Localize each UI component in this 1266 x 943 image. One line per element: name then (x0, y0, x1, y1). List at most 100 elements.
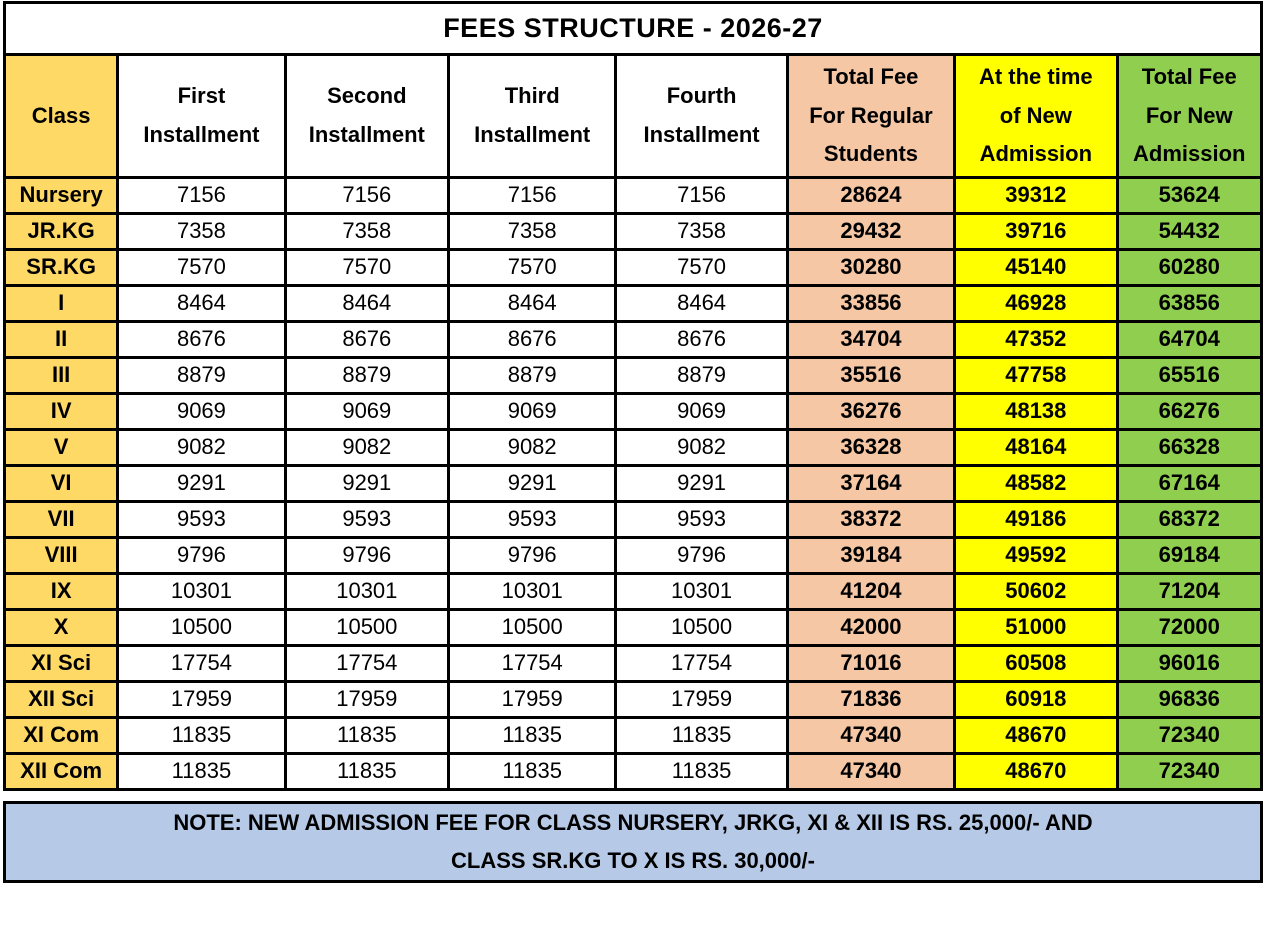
third-installment-cell: 8879 (446, 355, 618, 395)
new-admission-total-cell: 68372 (1115, 499, 1263, 539)
first-installment-cell: 17754 (116, 643, 287, 683)
admission-fee-cell: 49186 (953, 499, 1119, 539)
admission-fee-cell: 48670 (953, 751, 1119, 791)
first-installment-cell: 17959 (116, 679, 287, 719)
table-row: XII Com 11835 11835 11835 11835 47340 48670 723… (2, 751, 1263, 791)
first-installment-cell: 10301 (116, 571, 287, 611)
regular-total-cell: 33856 (785, 283, 957, 323)
class-cell: SR.KG (2, 247, 120, 287)
fourth-installment-cell: 9593 (614, 499, 789, 539)
admission-fee-cell: 60918 (953, 679, 1119, 719)
table-row: IX 10301 10301 10301 10301 41204 50602 71204 (2, 571, 1263, 611)
fourth-installment-cell: 10500 (614, 607, 789, 647)
regular-total-cell: 36276 (785, 391, 957, 431)
new-admission-total-cell: 60280 (1115, 247, 1263, 287)
admission-fee-cell: 45140 (953, 247, 1119, 287)
regular-total-cell: 39184 (785, 535, 957, 575)
fourth-installment-cell: 17959 (614, 679, 789, 719)
second-installment-cell: 8464 (283, 283, 451, 323)
third-installment-cell: 10500 (446, 607, 618, 647)
class-cell: V (2, 427, 120, 467)
first-installment-cell: 11835 (116, 751, 287, 791)
fourth-installment-cell: 7570 (614, 247, 789, 287)
second-installment-cell: 9796 (283, 535, 451, 575)
class-cell: XI Com (2, 715, 120, 755)
regular-total-cell: 35516 (785, 355, 957, 395)
fees-table-body: Nursery 7156 7156 7156 7156 28624 39312 53624 JR… (2, 175, 1263, 791)
new-admission-total-cell: 53624 (1115, 175, 1263, 215)
regular-total-cell: 30280 (785, 247, 957, 287)
column-header-class: Class (2, 53, 120, 179)
first-installment-cell: 7570 (116, 247, 287, 287)
fourth-installment-cell: 9796 (614, 535, 789, 575)
second-installment-cell: 7358 (283, 211, 451, 251)
fourth-installment-cell: 8676 (614, 319, 789, 359)
third-installment-cell: 9291 (446, 463, 618, 503)
class-cell: I (2, 283, 120, 323)
table-row: III 8879 8879 8879 8879 35516 47758 65516 (2, 355, 1263, 395)
first-installment-cell: 10500 (116, 607, 287, 647)
fees-table: FEES STRUCTURE - 2026-27 Class First Ins… (2, 1, 1263, 791)
second-installment-cell: 8676 (283, 319, 451, 359)
second-installment-cell: 11835 (283, 715, 451, 755)
note-banner: NOTE: NEW ADMISSION FEE FOR CLASS NURSER… (3, 800, 1263, 883)
third-installment-cell: 17754 (446, 643, 618, 683)
column-header-third-installment: Third Installment (446, 53, 618, 179)
third-installment-cell: 10301 (446, 571, 618, 611)
first-installment-cell: 9069 (116, 391, 287, 431)
second-installment-cell: 17959 (283, 679, 451, 719)
admission-fee-cell: 49592 (953, 535, 1119, 575)
title-row: FEES STRUCTURE - 2026-27 (3, 1, 1263, 56)
table-row: XII Sci 17959 17959 17959 17959 71836 60918 968… (2, 679, 1263, 719)
class-cell: III (2, 355, 120, 395)
new-admission-total-cell: 96016 (1115, 643, 1263, 683)
column-header-second-installment: Second Installment (283, 53, 451, 179)
admission-fee-cell: 50602 (953, 571, 1119, 611)
fourth-installment-cell: 11835 (614, 751, 789, 791)
table-row: X 10500 10500 10500 10500 42000 51000 72000 (2, 607, 1263, 647)
table-row: I 8464 8464 8464 8464 33856 46928 63856 (2, 283, 1263, 323)
table-row: V 9082 9082 9082 9082 36328 48164 66328 (2, 427, 1263, 467)
first-installment-cell: 7156 (116, 175, 287, 215)
table-row: JR.KG 7358 7358 7358 7358 29432 39716 54432 (2, 211, 1263, 251)
table-row: XI Sci 17754 17754 17754 17754 71016 60508 9601… (2, 643, 1263, 683)
class-cell: XI Sci (2, 643, 120, 683)
column-header-fourth-installment: Fourth Installment (614, 53, 789, 179)
second-installment-cell: 10500 (283, 607, 451, 647)
regular-total-cell: 37164 (785, 463, 957, 503)
third-installment-cell: 9796 (446, 535, 618, 575)
fourth-installment-cell: 7358 (614, 211, 789, 251)
fourth-installment-cell: 7156 (614, 175, 789, 215)
table-row: VII 9593 9593 9593 9593 38372 49186 68372 (2, 499, 1263, 539)
regular-total-cell: 47340 (785, 751, 957, 791)
second-installment-cell: 9082 (283, 427, 451, 467)
second-installment-cell: 9593 (283, 499, 451, 539)
second-installment-cell: 10301 (283, 571, 451, 611)
new-admission-total-cell: 69184 (1115, 535, 1263, 575)
admission-fee-cell: 46928 (953, 283, 1119, 323)
second-installment-cell: 9069 (283, 391, 451, 431)
admission-fee-cell: 48670 (953, 715, 1119, 755)
new-admission-total-cell: 66276 (1115, 391, 1263, 431)
class-cell: Nursery (2, 175, 120, 215)
second-installment-cell: 9291 (283, 463, 451, 503)
first-installment-cell: 8879 (116, 355, 287, 395)
first-installment-cell: 7358 (116, 211, 287, 251)
column-header-new-admission-total: Total Fee For New Admission (1115, 53, 1263, 179)
admission-fee-cell: 60508 (953, 643, 1119, 683)
column-header-admission-fee: At the time of New Admission (953, 53, 1119, 179)
class-cell: XII Sci (2, 679, 120, 719)
first-installment-cell: 9593 (116, 499, 287, 539)
first-installment-cell: 9082 (116, 427, 287, 467)
new-admission-total-cell: 54432 (1115, 211, 1263, 251)
admission-fee-cell: 47352 (953, 319, 1119, 359)
column-header-first-installment: First Installment (116, 53, 287, 179)
column-header-regular-total: Total Fee For Regular Students (785, 53, 957, 179)
header-row: Class First Installment Second Installme… (2, 53, 1263, 179)
regular-total-cell: 41204 (785, 571, 957, 611)
table-row: Nursery 7156 7156 7156 7156 28624 39312 53624 (2, 175, 1263, 215)
first-installment-cell: 8464 (116, 283, 287, 323)
admission-fee-cell: 48582 (953, 463, 1119, 503)
new-admission-total-cell: 63856 (1115, 283, 1263, 323)
third-installment-cell: 8464 (446, 283, 618, 323)
